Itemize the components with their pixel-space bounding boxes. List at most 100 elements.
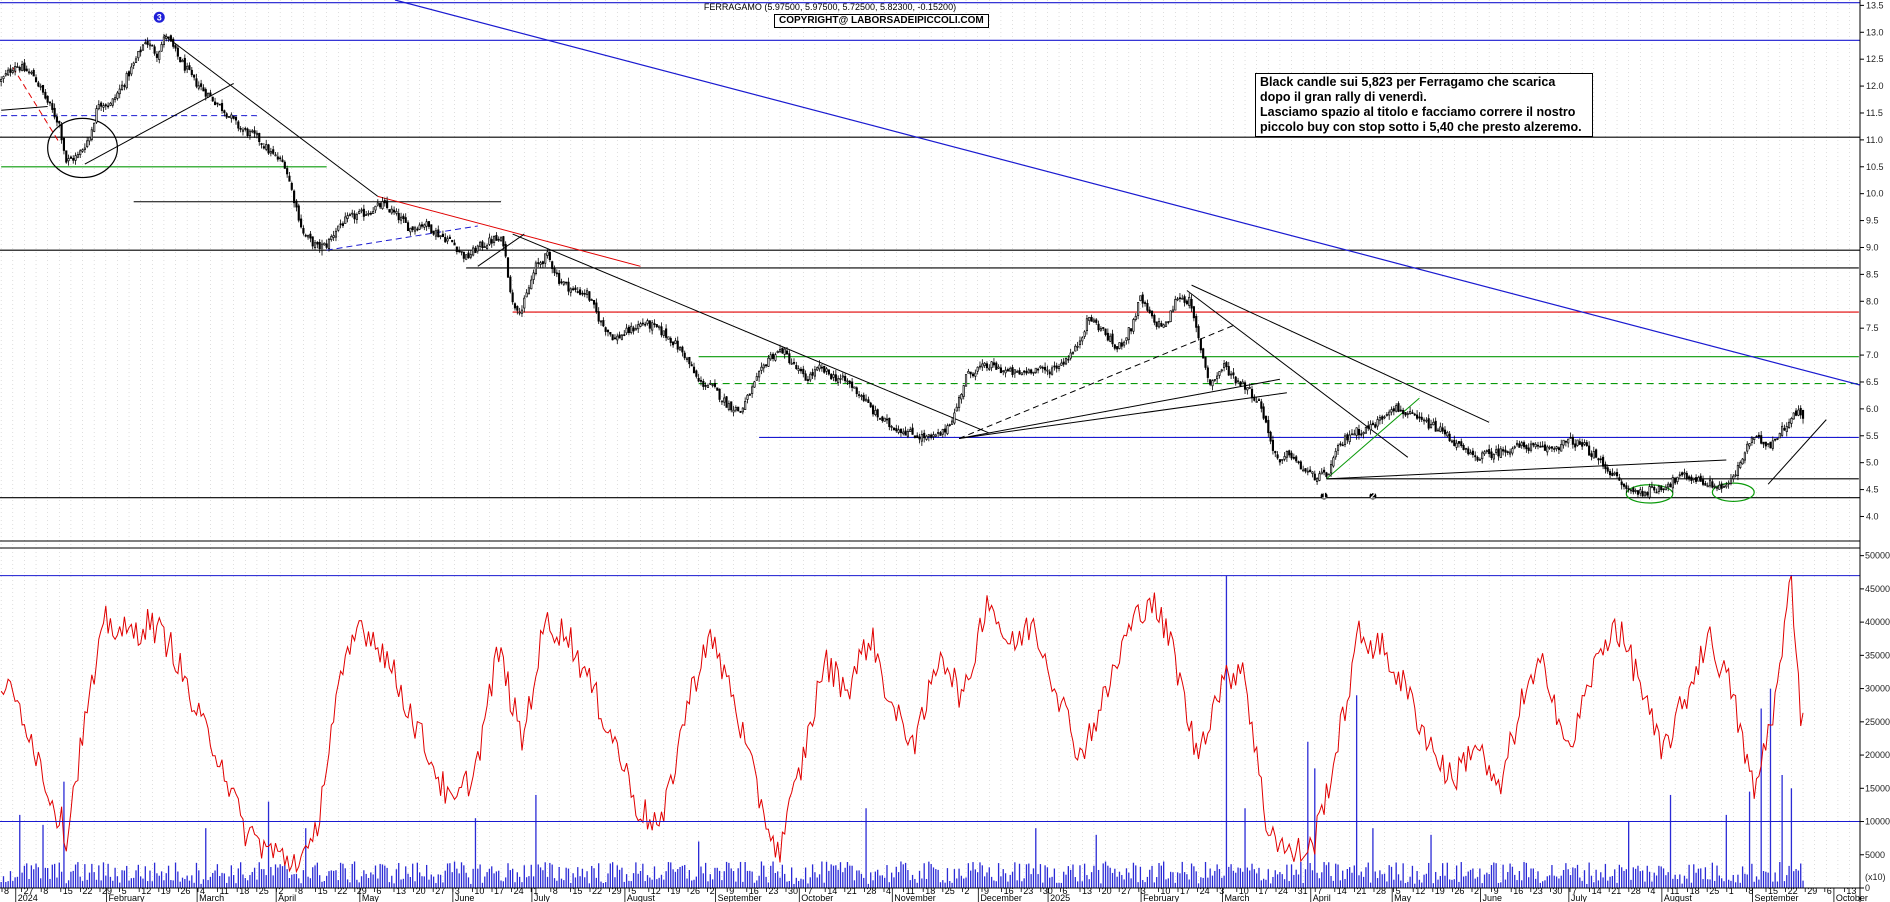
candle-body	[34, 77, 38, 83]
candle	[758, 370, 761, 382]
candle-body	[1532, 442, 1535, 446]
candle	[1385, 412, 1388, 417]
candle	[1595, 448, 1598, 459]
candle-body	[1253, 396, 1256, 401]
candle-body	[825, 368, 828, 372]
candle-body	[960, 394, 963, 400]
candle	[1476, 455, 1479, 462]
day-tick-label: 1	[533, 886, 538, 896]
month-label: October	[1836, 893, 1868, 902]
candle	[1474, 451, 1477, 462]
day-tick-label: 18	[239, 886, 249, 896]
candle	[999, 364, 1002, 374]
candle	[86, 136, 89, 149]
candle	[44, 89, 47, 100]
candle-body	[1150, 310, 1154, 317]
candle-body	[37, 82, 40, 87]
candle-body	[1483, 451, 1486, 455]
candle	[599, 320, 603, 326]
candle-body	[1130, 328, 1133, 332]
candle	[665, 324, 668, 342]
candle	[1602, 454, 1605, 470]
candle	[69, 155, 72, 159]
candle	[978, 361, 982, 370]
candle-body	[520, 309, 524, 314]
candle-body	[1320, 471, 1323, 475]
candle	[67, 154, 70, 166]
volume-tick-label: 10000	[1865, 817, 1890, 827]
candle	[1039, 365, 1042, 370]
candle	[634, 324, 637, 331]
candle	[969, 371, 972, 379]
candle	[383, 197, 386, 207]
candle	[1295, 454, 1298, 463]
candle	[1360, 429, 1363, 437]
candle-body	[1362, 432, 1365, 435]
candle	[539, 260, 542, 268]
candle	[323, 242, 326, 246]
day-tick-label: 17	[1258, 886, 1268, 896]
candle	[1113, 343, 1116, 351]
candle-body	[1460, 441, 1463, 446]
candle-body	[30, 71, 33, 74]
candle-body	[744, 401, 747, 410]
candle	[313, 239, 317, 250]
day-tick-label: 16	[1513, 886, 1523, 896]
candle	[1046, 365, 1049, 376]
candle	[971, 372, 975, 378]
candle-body	[58, 120, 61, 124]
candle	[946, 423, 949, 436]
price-tick-label: 5.5	[1866, 431, 1879, 441]
candle-body	[227, 115, 231, 118]
candle-body	[260, 143, 263, 145]
month-label: September	[718, 893, 762, 902]
day-tick-label: 6	[1827, 886, 1832, 896]
candle	[497, 236, 500, 243]
candle	[906, 428, 909, 439]
candle-body	[423, 224, 426, 228]
candle-body	[1467, 448, 1470, 455]
day-tick-label: 18	[925, 886, 935, 896]
candle	[1794, 408, 1798, 417]
day-tick-label: 7	[808, 886, 813, 896]
candle	[114, 94, 117, 103]
candle	[1313, 470, 1316, 481]
volume-tick-label: 5000	[1865, 850, 1885, 860]
candle-body	[565, 281, 568, 284]
candle	[1348, 430, 1351, 445]
candle	[1520, 440, 1523, 449]
candle-body	[895, 428, 898, 432]
candle	[1376, 416, 1379, 430]
candle	[767, 354, 770, 367]
candle-body	[1418, 416, 1421, 419]
candle-body	[1567, 438, 1570, 444]
candle	[104, 103, 107, 110]
candle	[1515, 439, 1519, 447]
candle-body	[62, 137, 66, 151]
candle-body	[269, 151, 272, 154]
candle	[904, 426, 907, 436]
candle-body	[1120, 342, 1123, 347]
month-label: March	[1224, 893, 1249, 902]
month-label: July	[1571, 893, 1588, 902]
candle-body	[104, 104, 107, 107]
candle	[1434, 417, 1437, 432]
candle-body	[1434, 420, 1437, 432]
day-tick-label: 24	[1200, 886, 1210, 896]
candle-body	[1509, 451, 1512, 455]
candle-body	[1669, 483, 1672, 488]
day-tick-label: 26	[690, 886, 700, 896]
candle	[293, 189, 296, 208]
candle-body	[88, 137, 91, 142]
candle	[832, 370, 835, 382]
candle-body	[346, 215, 349, 219]
day-tick-label: 21	[1611, 886, 1621, 896]
candle	[32, 68, 35, 77]
price-tick-label: 11.5	[1866, 108, 1883, 118]
day-tick-label: 15	[572, 886, 582, 896]
day-tick-label: 14	[1592, 886, 1602, 896]
candle	[606, 329, 610, 337]
candle-body	[448, 236, 451, 240]
candle-body	[69, 156, 72, 159]
candle	[1320, 468, 1323, 475]
